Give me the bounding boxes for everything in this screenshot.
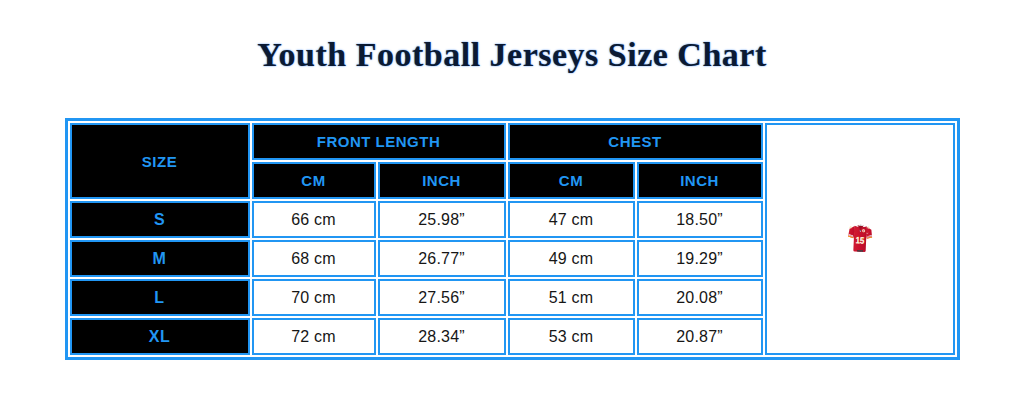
svg-text:15: 15 (855, 234, 864, 245)
front-length-cm-cell: 68 cm (252, 240, 376, 277)
chest-inch-cell: 19.29” (637, 240, 763, 277)
chest-inch-cell: 18.50” (637, 201, 763, 238)
chest-inch-cell: 20.87” (637, 318, 763, 355)
col-header-size: SIZE (70, 123, 250, 199)
size-chart-page: Youth Football Jerseys Size Chart SIZE F… (0, 0, 1024, 418)
size-cell: XL (70, 318, 250, 355)
front-length-cm-cell: 70 cm (252, 279, 376, 316)
chest-inch-cell: 20.08” (637, 279, 763, 316)
jersey-photo-cell: 15 15 15 (765, 123, 955, 355)
unit-header-chest-inch: INCH (637, 162, 763, 199)
col-header-chest: CHEST (508, 123, 763, 160)
chiefs-logo-patch (862, 229, 865, 232)
unit-header-chest-cm: CM (508, 162, 635, 199)
size-cell: S (70, 201, 250, 238)
front-length-cm-cell: 66 cm (252, 201, 376, 238)
size-cell: L (70, 279, 250, 316)
size-chart-frame: SIZE FRONT LENGTH CHEST (65, 118, 960, 360)
unit-header-front-inch: INCH (378, 162, 506, 199)
jersey-image: 15 15 15 (767, 223, 953, 256)
chest-cm-cell: 53 cm (508, 318, 635, 355)
front-length-cm-cell: 72 cm (252, 318, 376, 355)
page-title: Youth Football Jerseys Size Chart (0, 36, 1024, 74)
front-length-inch-cell: 28.34” (378, 318, 506, 355)
jersey-chest-number: 15 (855, 234, 864, 245)
col-header-front-length: FRONT LENGTH (252, 123, 506, 160)
unit-header-front-cm: CM (252, 162, 376, 199)
header-row-groups: SIZE FRONT LENGTH CHEST (70, 123, 955, 160)
front-length-inch-cell: 25.98” (378, 201, 506, 238)
front-length-inch-cell: 27.56” (378, 279, 506, 316)
size-chart-table: SIZE FRONT LENGTH CHEST (68, 121, 957, 357)
chest-cm-cell: 51 cm (508, 279, 635, 316)
chest-cm-cell: 49 cm (508, 240, 635, 277)
jersey-jock-tag (857, 250, 863, 252)
front-length-inch-cell: 26.77” (378, 240, 506, 277)
size-cell: M (70, 240, 250, 277)
chest-cm-cell: 47 cm (508, 201, 635, 238)
